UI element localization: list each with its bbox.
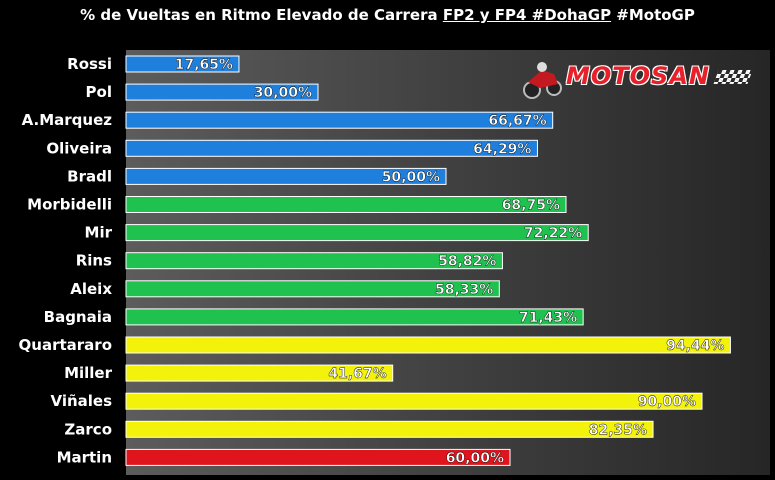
category-label-zarco: Zarco xyxy=(64,420,112,438)
bar-quartararo xyxy=(125,336,731,354)
category-label-pol: Pol xyxy=(86,83,112,101)
data-label-morbidelli: 68,75% xyxy=(502,198,560,214)
data-label-bradl: 50,00% xyxy=(382,169,440,185)
category-label-oliveira: Oliveira xyxy=(46,139,112,157)
bar-a-marquez xyxy=(125,111,554,129)
category-label-viñales: Viñales xyxy=(50,392,112,410)
category-label-mir: Mir xyxy=(85,224,113,242)
category-label-miller: Miller xyxy=(64,364,113,382)
category-label-rossi: Rossi xyxy=(67,55,112,73)
bar-viñales xyxy=(125,392,703,410)
data-label-mir: 72,22% xyxy=(524,226,582,242)
title-suffix: #MotoGP xyxy=(611,6,695,24)
data-label-pol: 30,00% xyxy=(254,85,312,101)
data-label-zarco: 82,35% xyxy=(589,422,647,438)
category-label-bagnaia: Bagnaia xyxy=(44,308,112,326)
category-label-quartararo: Quartararo xyxy=(19,336,112,354)
data-label-oliveira: 64,29% xyxy=(473,141,531,157)
motosan-logo: MOTOSAN xyxy=(520,58,755,100)
category-label-bradl: Bradl xyxy=(67,167,112,185)
data-label-bagnaia: 71,43% xyxy=(519,310,577,326)
data-label-martin: 60,00% xyxy=(446,450,504,466)
category-label-rins: Rins xyxy=(76,252,112,270)
bar-morbidelli xyxy=(125,196,567,213)
bar-aleix xyxy=(125,280,500,298)
bar-rins xyxy=(125,252,503,270)
bar-pol xyxy=(125,83,319,101)
bar-bagnaia xyxy=(125,308,584,326)
data-label-miller: 41,67% xyxy=(328,366,386,382)
data-label-rossi: 17,65% xyxy=(175,57,233,73)
bar-martin xyxy=(125,448,511,466)
category-label-morbidelli: Morbidelli xyxy=(27,196,112,214)
title-prefix: % de Vueltas en Ritmo Elevado de Carrera xyxy=(80,6,443,24)
logo-text: MOTOSAN xyxy=(566,62,711,90)
data-label-rins: 58,82% xyxy=(438,254,496,270)
bar-miller xyxy=(125,364,394,382)
data-label-aleix: 58,33% xyxy=(435,282,493,298)
category-label-aleix: Aleix xyxy=(70,280,112,298)
category-label-a-marquez: A.Marquez xyxy=(22,111,113,129)
title-underlined: FP2 y FP4 #DohaGP xyxy=(442,6,612,24)
bar-rossi xyxy=(125,55,240,73)
chart-title: % de Vueltas en Ritmo Elevado de Carrera… xyxy=(0,6,775,24)
bar-oliveira xyxy=(125,139,538,157)
data-label-a-marquez: 66,67% xyxy=(488,113,546,129)
data-label-viñales: 90,00% xyxy=(638,394,696,410)
bar-zarco xyxy=(125,420,654,438)
bar-mir xyxy=(125,224,589,242)
category-label-martin: Martin xyxy=(57,448,112,466)
checkered-flag-icon xyxy=(713,70,753,84)
motorcycle-icon xyxy=(523,62,562,99)
bar-bradl xyxy=(125,167,447,185)
data-label-quartararo: 94,44% xyxy=(666,338,724,354)
